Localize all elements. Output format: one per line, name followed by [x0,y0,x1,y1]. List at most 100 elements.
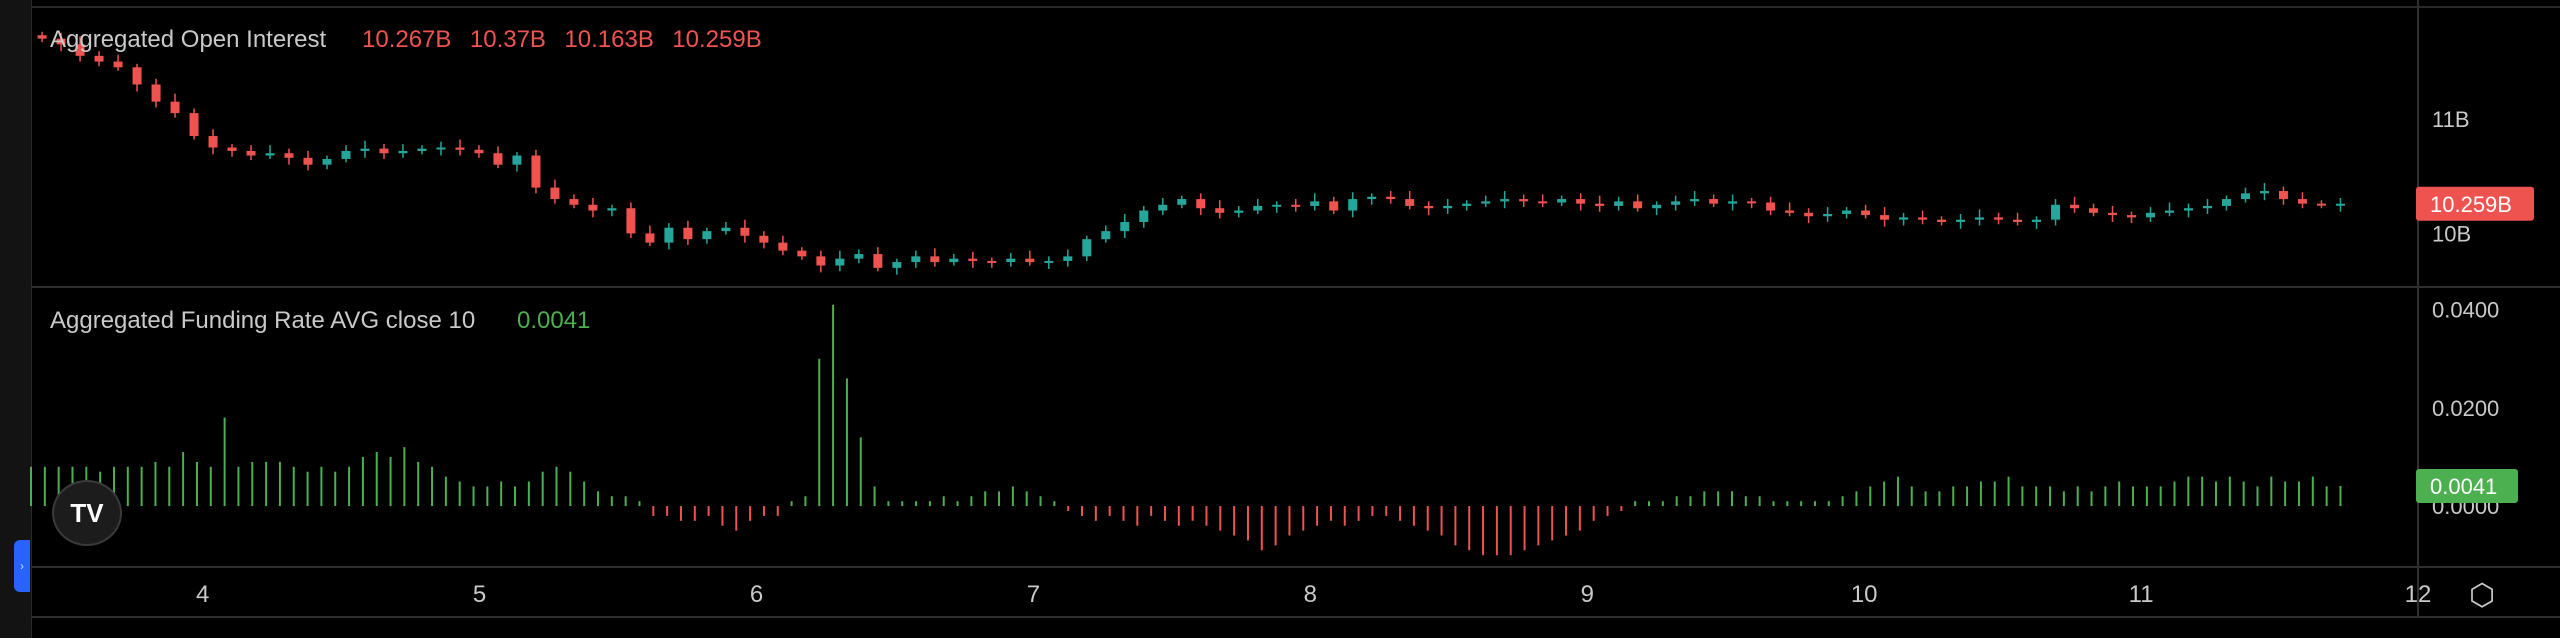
oi-candle-body [1367,196,1377,200]
oi-candle-body [2089,208,2099,213]
oi-candle-body [1652,204,1662,209]
oi-candle-body [2127,215,2137,218]
oi-price-axis[interactable]: 11B 10B [2432,107,2471,247]
oi-legend-high: 10.37B [470,26,546,53]
oi-candle-body [2146,212,2156,218]
oi-candle-body [1937,219,1947,222]
oi-candle-body [2032,219,2042,222]
oi-candle-body [626,208,636,234]
oi-candle-body [2013,219,2023,222]
oi-candle-body [493,153,503,165]
oi-candle-body [778,242,788,251]
oi-candle-body [645,233,655,243]
oi-candle-body [2278,191,2288,200]
oi-candle-body [531,155,541,188]
oi-candle-body [607,208,617,211]
oi-candle-body [1595,203,1605,206]
oi-candle-body [227,147,237,151]
oi-legend-title: Aggregated Open Interest [50,26,327,53]
oi-candle-body [151,84,161,102]
oi-candle-body [588,204,598,211]
oi-badge-label: 10.259B [2430,192,2512,217]
oi-candle-body [341,150,351,159]
oi-candle-body [740,227,750,236]
oi-candle-body [1120,221,1130,232]
x-tick-label: 11 [2129,581,2154,608]
x-tick-label: 7 [1027,581,1040,608]
expand-panel-button[interactable]: › [14,540,30,592]
oi-candle-body [1006,258,1016,263]
oi-candle-body [2240,193,2250,200]
oi-candle-body [360,148,370,151]
oi-candle-body [1386,196,1396,200]
oi-candle-body [1272,204,1282,207]
oi-candle-body [2070,204,2080,209]
oi-candle-body [911,256,921,263]
oi-candle-body [1082,239,1092,257]
oi-candle-body [835,258,845,266]
oi-candle-body [1519,199,1529,202]
oi-candle-body [1557,199,1567,203]
oi-candle-body [265,153,275,156]
tradingview-logo[interactable]: TV [52,480,122,546]
oi-candle-body [2184,208,2194,211]
oi-candle-body [1044,260,1054,263]
fr-last-value-badge: 0.0041 [2416,468,2518,503]
x-tick-label: 9 [1581,581,1594,608]
chevron-right-icon: › [20,559,24,573]
oi-candle-body [664,227,674,243]
oi-candle-body [1348,199,1358,211]
oi-candle-body [75,44,85,56]
oi-candle-body [550,187,560,200]
oi-candle-body [322,158,332,165]
oi-candle-body [474,149,484,154]
oi-candle-body [2335,203,2345,206]
oi-candle-body [1329,201,1339,211]
oi-candle-body [1576,199,1586,204]
oi-candle-body [2202,205,2212,209]
oi-candle-body [721,227,731,232]
oi-candle-body [379,148,389,154]
oi-candle-body [968,258,978,261]
oi-candle-body [1481,201,1491,204]
oi-candle-body [1861,210,1871,216]
x-tick-label: 5 [473,581,486,608]
oi-candle-body [949,258,959,263]
oi-candle-body [1215,208,1225,213]
x-tick-label: 10 [1851,581,1878,608]
oi-candle-body [702,231,712,240]
oi-candle-body [892,262,902,268]
oi-candle-body [436,147,446,150]
time-axis[interactable]: 4 5 6 7 8 9 10 11 12 [196,581,2431,608]
oi-candle-body [1614,201,1624,206]
oi-candle-body [1728,201,1738,204]
oi-candle-body [1462,203,1472,206]
oi-candle-body [1747,201,1757,204]
fr-badge-label: 0.0041 [2430,474,2497,499]
oi-candle-body [1709,199,1719,204]
oi-candle-body [1633,201,1643,209]
oi-candle-body [1804,212,1814,217]
oi-candle-body [930,256,940,263]
oi-candle-body [56,38,66,45]
oi-candle-body [873,254,883,268]
x-tick-label: 6 [750,581,763,608]
oi-candle-body [1101,231,1111,240]
oi-legend-close: 10.259B [672,26,761,53]
oi-candle-body [816,256,826,266]
oi-candle-body [1405,199,1415,206]
oi-candle-body [303,157,313,165]
oi-candle-body [246,150,256,156]
x-tick-label: 12 [2405,581,2432,608]
oi-candle-body [1975,217,1985,220]
oi-candle-body [1500,199,1510,202]
settings-hexagon-icon[interactable]: ⬡ [2468,579,2496,612]
oi-candle-body [1956,219,1966,222]
oi-candle-body [1025,258,1035,263]
oi-candle-body [94,55,104,62]
oi-candle-body [1671,201,1681,205]
oi-candle-body [1823,213,1833,217]
oi-candle-body [569,199,579,205]
